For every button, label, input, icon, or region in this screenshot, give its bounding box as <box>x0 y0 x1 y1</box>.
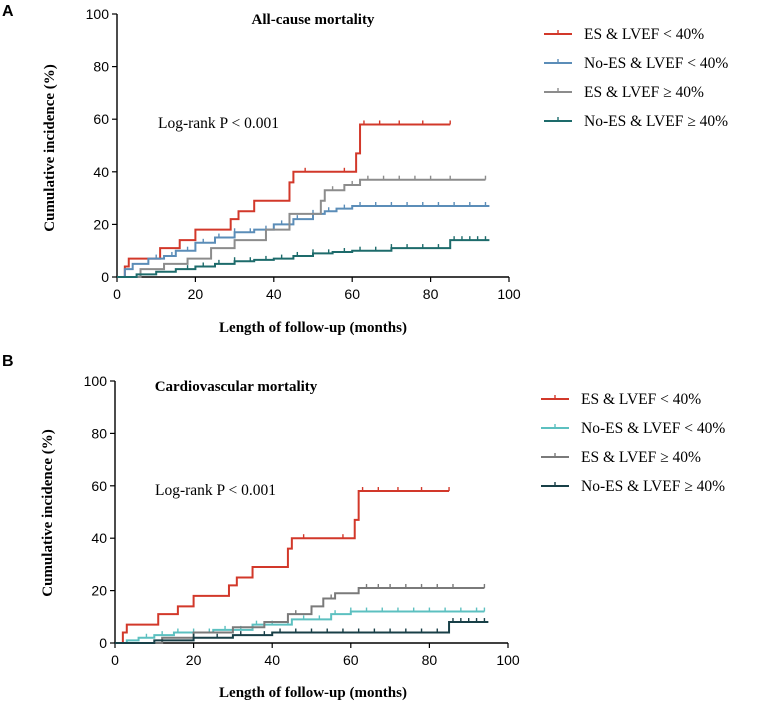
series-line-1 <box>115 490 450 644</box>
panel-a-logrank: Log-rank P < 0.001 <box>158 115 279 132</box>
x-tick-label: 20 <box>186 652 202 668</box>
x-tick-label: 60 <box>344 286 360 302</box>
legend-label-1: ES & LVEF < 40% <box>581 391 701 408</box>
legend-label-3: ES & LVEF ≥ 40% <box>581 449 701 466</box>
panel-a-xlabel: Length of follow-up (months) <box>219 320 407 336</box>
series-line-4 <box>115 621 489 644</box>
x-tick-label: 40 <box>264 652 280 668</box>
x-tick-label: 100 <box>497 286 521 302</box>
panel-a-ylabel: Cumulative incidence (%) <box>42 64 58 231</box>
panel-b-letter: B <box>2 353 14 370</box>
legend-label-1: ES & LVEF < 40% <box>584 26 704 43</box>
y-tick-label: 0 <box>99 635 107 651</box>
panel-a-legend: ES & LVEF < 40% No-ES & LVEF < 40% ES & LV… <box>544 26 728 130</box>
y-tick-label: 60 <box>91 478 107 494</box>
panel-b-title: Cardiovascular mortality <box>155 379 318 395</box>
y-tick-label: 0 <box>101 269 109 285</box>
x-tick-label: 80 <box>422 652 438 668</box>
x-tick-label: 0 <box>111 652 119 668</box>
panel-a-title: All-cause mortality <box>252 12 375 28</box>
series-line-2 <box>117 204 490 278</box>
y-tick-label: 60 <box>93 111 109 127</box>
x-tick-label: 0 <box>113 286 121 302</box>
legend-label-4: No-ES & LVEF ≥ 40% <box>584 113 728 130</box>
x-tick-label: 80 <box>423 286 439 302</box>
series-line-1 <box>117 123 451 278</box>
panel-a-letter: A <box>2 3 14 20</box>
y-tick-label: 100 <box>84 373 108 389</box>
series-line-4 <box>117 239 490 278</box>
y-tick-label: 80 <box>93 59 109 75</box>
panel-a-plot: 0 20 40 60 80 100 0 20 40 60 80 100 <box>86 6 521 302</box>
x-tick-label: 20 <box>188 286 204 302</box>
y-tick-label: 40 <box>91 530 107 546</box>
legend-label-2: No-ES & LVEF < 40% <box>581 420 725 437</box>
x-tick-label: 100 <box>496 652 520 668</box>
panel-b-legend: ES & LVEF < 40% No-ES & LVEF < 40% ES & LV… <box>541 391 725 495</box>
legend-label-3: ES & LVEF ≥ 40% <box>584 84 704 101</box>
y-tick-label: 40 <box>93 164 109 180</box>
panel-b-logrank: Log-rank P < 0.001 <box>155 482 276 499</box>
series-line-2 <box>115 610 485 644</box>
y-tick-label: 20 <box>91 583 107 599</box>
y-tick-label: 100 <box>86 6 110 22</box>
series-line-3 <box>117 178 486 278</box>
legend-label-4: No-ES & LVEF ≥ 40% <box>581 478 725 495</box>
y-tick-label: 20 <box>93 216 109 232</box>
y-tick-label: 80 <box>91 425 107 441</box>
legend-label-2: No-ES & LVEF < 40% <box>584 55 728 72</box>
x-tick-label: 40 <box>266 286 282 302</box>
panel-b-xlabel: Length of follow-up (months) <box>219 685 407 701</box>
panel-b-plot: 0 20 40 60 80 100 0 20 40 60 80 100 <box>84 373 520 668</box>
panel-b-ylabel: Cumulative incidence (%) <box>40 429 56 596</box>
x-tick-label: 60 <box>343 652 359 668</box>
